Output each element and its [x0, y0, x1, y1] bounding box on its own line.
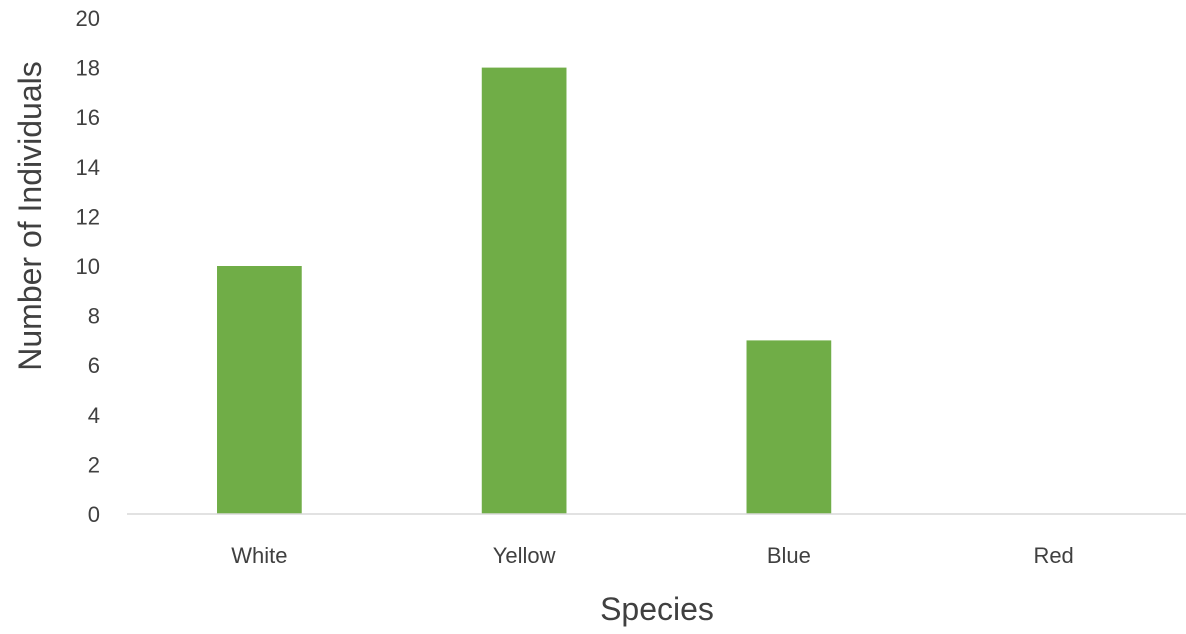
y-tick-label: 20 — [76, 6, 100, 31]
bar-white — [217, 266, 302, 514]
y-tick-label: 10 — [76, 254, 100, 279]
y-tick-label: 4 — [88, 403, 100, 428]
y-tick-label: 18 — [76, 56, 100, 81]
y-axis-ticks: 0 2 4 6 8 10 12 14 16 18 20 — [76, 6, 100, 527]
x-tick-label: Yellow — [493, 543, 556, 568]
y-tick-label: 12 — [76, 204, 100, 229]
bar-yellow — [481, 67, 567, 514]
x-tick-label: Blue — [767, 543, 811, 568]
y-tick-label: 8 — [88, 304, 100, 329]
x-axis-title: Species — [600, 591, 714, 627]
bar-blue — [746, 340, 832, 514]
x-axis-ticks: White Yellow Blue Red — [231, 543, 1074, 568]
y-axis-title: Number of Individuals — [12, 61, 48, 370]
y-tick-label: 2 — [88, 452, 100, 477]
y-tick-label: 6 — [88, 353, 100, 378]
bars — [217, 67, 832, 514]
x-tick-label: Red — [1033, 543, 1073, 568]
y-tick-label: 14 — [76, 155, 100, 180]
y-tick-label: 0 — [88, 502, 100, 527]
y-tick-label: 16 — [76, 105, 100, 130]
x-tick-label: White — [231, 543, 287, 568]
